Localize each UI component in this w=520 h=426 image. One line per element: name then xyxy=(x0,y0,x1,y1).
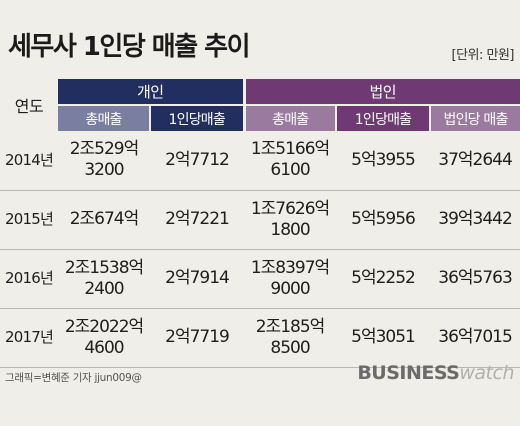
cell-value-line: 36억5763 xyxy=(438,268,513,288)
cell-value-line: 2억7914 xyxy=(165,268,230,288)
cell-value-line: 1조7626억 xyxy=(250,198,330,219)
cell-corporate-per-firm: 37억2644 xyxy=(430,131,520,191)
logo-light-text: watch xyxy=(459,362,514,384)
cell-corporate-total: 1조5166억 6100 xyxy=(244,131,337,191)
cell-value-line: 5억3955 xyxy=(351,149,416,170)
col-header-corporate-total: 총매출 xyxy=(244,104,338,131)
cell-value-line: 6100 xyxy=(270,160,310,181)
group-header-personal: 개인 xyxy=(58,79,246,105)
cell-corporate-per-person: 5억3955 xyxy=(336,131,431,191)
col-header-corporate-per-firm: 법인당 매출 xyxy=(430,104,520,131)
cell-personal-total: 2조2022억 4600 xyxy=(58,308,150,368)
cell-value-line: 8500 xyxy=(270,337,310,358)
cell-value-line: 3200 xyxy=(84,160,124,181)
cell-value-line: 39억3442 xyxy=(438,209,513,229)
cell-personal-per-person: 2억7719 xyxy=(150,308,245,368)
cell-value-line: 1800 xyxy=(270,219,310,240)
year-header: 연도 xyxy=(0,79,58,131)
year-cell: 2016년 xyxy=(0,249,58,309)
cell-value-line: 2조185억 xyxy=(255,316,326,337)
cell-value-line: 9000 xyxy=(270,278,310,299)
table-body: 2014년 2조529억 3200 2억7712 1조5166억 6100 5억3955 37… xyxy=(0,131,520,368)
graphic-credit: 그래픽=변혜준 기자 jjun009@ xyxy=(5,372,142,384)
cell-corporate-total: 2조185억 8500 xyxy=(244,308,337,368)
page-title: 세무사 1인당 매출 추이 xyxy=(8,32,251,62)
cell-corporate-total: 1조7626억 1800 xyxy=(244,190,337,250)
col-header-personal-per-person: 1인당매출 xyxy=(150,104,246,131)
cell-value-line: 5억5956 xyxy=(351,209,416,229)
cell-personal-total: 2조1538억 2400 xyxy=(58,249,150,309)
businesswatch-logo: BUSINESSwatch xyxy=(357,362,514,384)
cell-personal-per-person: 2억7914 xyxy=(150,249,245,309)
cell-corporate-per-firm: 39억3442 xyxy=(430,190,520,250)
logo-bold-text: BUSINESS xyxy=(357,362,460,384)
cell-corporate-per-person: 5억3051 xyxy=(336,308,431,368)
table-row: 2014년 2조529억 3200 2억7712 1조5166억 6100 5억3955 37… xyxy=(0,131,520,191)
cell-personal-total: 2조674억 xyxy=(58,190,150,250)
year-cell: 2014년 xyxy=(0,131,58,191)
cell-corporate-per-person: 5억2252 xyxy=(336,249,431,309)
cell-corporate-total: 1조8397억 9000 xyxy=(244,249,337,309)
cell-value-line: 5억2252 xyxy=(351,268,416,288)
cell-personal-total: 2조529억 3200 xyxy=(58,131,150,191)
cell-value-line: 2조529억 xyxy=(69,139,140,160)
cell-value-line: 2조674억 xyxy=(69,209,140,229)
col-header-corporate-per-person: 1인당매출 xyxy=(336,104,432,131)
cell-value-line: 36억7015 xyxy=(438,327,513,347)
cell-value-line: 37억2644 xyxy=(438,149,513,170)
cell-value-line: 5억3051 xyxy=(351,327,416,347)
cell-value-line: 2억7221 xyxy=(165,209,230,229)
cell-value-line: 2400 xyxy=(84,278,124,299)
unit-label: [단위: 만원] xyxy=(451,48,515,63)
table-row: 2016년 2조1538억 2400 2억7914 1조8397억 9000 5억2252 3… xyxy=(0,249,520,309)
sales-table: 연도 개인 법인 총매출 1인당매출 총매출 1인당매출 법인당 매출 2014… xyxy=(0,79,520,368)
year-cell: 2015년 xyxy=(0,190,58,250)
cell-value-line: 4600 xyxy=(84,337,124,358)
cell-value-line: 2조1538억 xyxy=(64,257,144,278)
table-row: 2017년 2조2022억 4600 2억7719 2조185억 8500 5억3051 36… xyxy=(0,308,520,368)
cell-value-line: 1조5166억 xyxy=(250,139,330,160)
cell-value-line: 2조2022억 xyxy=(64,316,144,337)
cell-value-line: 2억7712 xyxy=(165,149,230,170)
table-row: 2015년 2조674억 2억7221 1조7626억 1800 5억5956 39억344… xyxy=(0,190,520,250)
cell-personal-per-person: 2억7712 xyxy=(150,131,245,191)
group-header-corporate: 법인 xyxy=(244,79,520,105)
cell-value-line: 2억7719 xyxy=(165,327,230,347)
cell-value-line: 1조8397억 xyxy=(250,257,330,278)
cell-corporate-per-person: 5억5956 xyxy=(336,190,431,250)
cell-corporate-per-firm: 36억5763 xyxy=(430,249,520,309)
cell-personal-per-person: 2억7221 xyxy=(150,190,245,250)
year-cell: 2017년 xyxy=(0,308,58,368)
cell-corporate-per-firm: 36억7015 xyxy=(430,308,520,368)
col-header-personal-total: 총매출 xyxy=(58,104,151,131)
